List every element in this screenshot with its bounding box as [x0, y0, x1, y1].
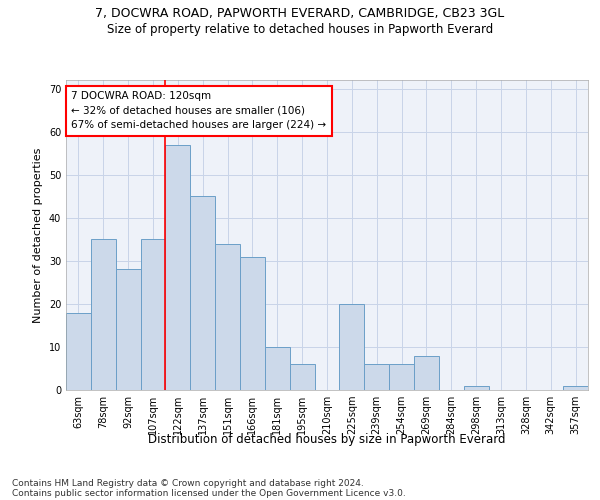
Text: 7 DOCWRA ROAD: 120sqm
← 32% of detached houses are smaller (106)
67% of semi-det: 7 DOCWRA ROAD: 120sqm ← 32% of detached … — [71, 91, 326, 130]
Text: Distribution of detached houses by size in Papworth Everard: Distribution of detached houses by size … — [148, 432, 506, 446]
Bar — [215, 244, 240, 390]
Bar — [91, 240, 116, 390]
Bar — [364, 364, 389, 390]
Bar — [190, 196, 215, 390]
Bar — [240, 256, 265, 390]
Bar — [563, 386, 588, 390]
Bar — [66, 312, 91, 390]
Bar — [389, 364, 414, 390]
Bar — [116, 270, 140, 390]
Text: Contains HM Land Registry data © Crown copyright and database right 2024.: Contains HM Land Registry data © Crown c… — [12, 478, 364, 488]
Bar — [265, 347, 290, 390]
Bar — [166, 144, 190, 390]
Bar — [340, 304, 364, 390]
Bar — [414, 356, 439, 390]
Bar — [290, 364, 314, 390]
Bar — [464, 386, 488, 390]
Text: Size of property relative to detached houses in Papworth Everard: Size of property relative to detached ho… — [107, 22, 493, 36]
Text: Contains public sector information licensed under the Open Government Licence v3: Contains public sector information licen… — [12, 488, 406, 498]
Bar — [140, 240, 166, 390]
Text: 7, DOCWRA ROAD, PAPWORTH EVERARD, CAMBRIDGE, CB23 3GL: 7, DOCWRA ROAD, PAPWORTH EVERARD, CAMBRI… — [95, 8, 505, 20]
Y-axis label: Number of detached properties: Number of detached properties — [33, 148, 43, 322]
